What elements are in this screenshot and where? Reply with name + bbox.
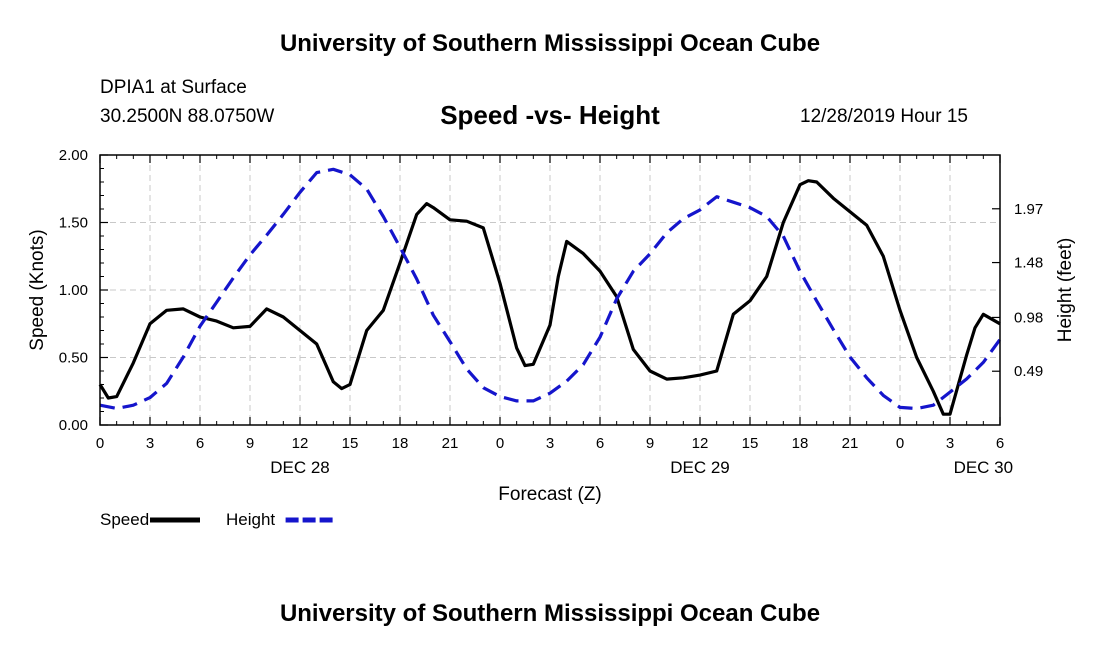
x-tick-label: 3 [146, 435, 154, 452]
y2-axis-label: Height (feet) [1055, 238, 1076, 343]
page-title: University of Southern Mississippi Ocean… [279, 30, 821, 57]
date-label: DEC 29 [670, 458, 730, 477]
date-label: DEC 28 [270, 458, 330, 477]
x-tick-label: 15 [742, 435, 759, 452]
y-axis-label: Speed (Knots) [27, 229, 48, 350]
series-line-height [99, 167, 1002, 411]
axes: 0 3 6 9 12 15 18 21 0 3 6 9 12 15 18 21 0 3 6 0.00 0.50 1.00 1… [59, 147, 1043, 477]
y2-tick-label: 1.97 [1014, 201, 1043, 218]
x-tick-label: 0 [496, 435, 504, 452]
y-tick-label: 2.00 [59, 147, 88, 164]
x-tick-label: 6 [996, 435, 1004, 452]
legend: Speed Height [100, 510, 336, 529]
y2-tick-label: 0.98 [1014, 309, 1043, 326]
forecast-datetime: 12/28/2019 Hour 15 [800, 106, 968, 127]
y-tick-label: 1.00 [59, 282, 88, 299]
x-tick-label: 9 [646, 435, 654, 452]
station-label: DPIA1 at Surface [100, 77, 247, 98]
x-tick-label: 18 [392, 435, 409, 452]
x-tick-label: 9 [246, 435, 254, 452]
coordinates-label: 30.2500N 88.0750W [100, 106, 275, 127]
legend-label-height: Height [226, 510, 275, 529]
footer-title: University of Southern Mississippi Ocean… [279, 600, 821, 627]
x-tick-label: 21 [442, 435, 459, 452]
x-tick-label: 3 [546, 435, 554, 452]
y2-tick-label: 1.48 [1014, 255, 1043, 272]
x-tick-label: 3 [946, 435, 954, 452]
x-tick-label: 6 [196, 435, 204, 452]
y-tick-label: 0.50 [59, 350, 88, 367]
legend-label-speed: Speed [100, 510, 149, 529]
x-axis-label: Forecast (Z) [498, 484, 601, 505]
chart-title: Speed -vs- Height [440, 100, 660, 130]
y2-tick-label: 0.49 [1014, 363, 1043, 380]
x-tick-label: 6 [596, 435, 604, 452]
x-tick-label: 12 [692, 435, 709, 452]
speed-height-chart: 0 3 6 9 12 15 18 21 0 3 6 9 12 15 18 21 0 3 6 0.00 0.50 1.00 1… [27, 147, 1076, 529]
series-lines [98, 167, 1002, 416]
y-tick-label: 1.50 [59, 215, 88, 232]
x-tick-label: 18 [792, 435, 809, 452]
x-tick-label: 12 [292, 435, 309, 452]
series-line-speed [98, 179, 1001, 416]
y-tick-label: 0.00 [59, 417, 88, 434]
x-tick-label: 15 [342, 435, 359, 452]
date-label: DEC 30 [954, 458, 1014, 477]
x-tick-label: 0 [896, 435, 904, 452]
x-tick-label: 21 [842, 435, 859, 452]
grid-lines [100, 155, 1000, 425]
x-tick-label: 0 [96, 435, 104, 452]
